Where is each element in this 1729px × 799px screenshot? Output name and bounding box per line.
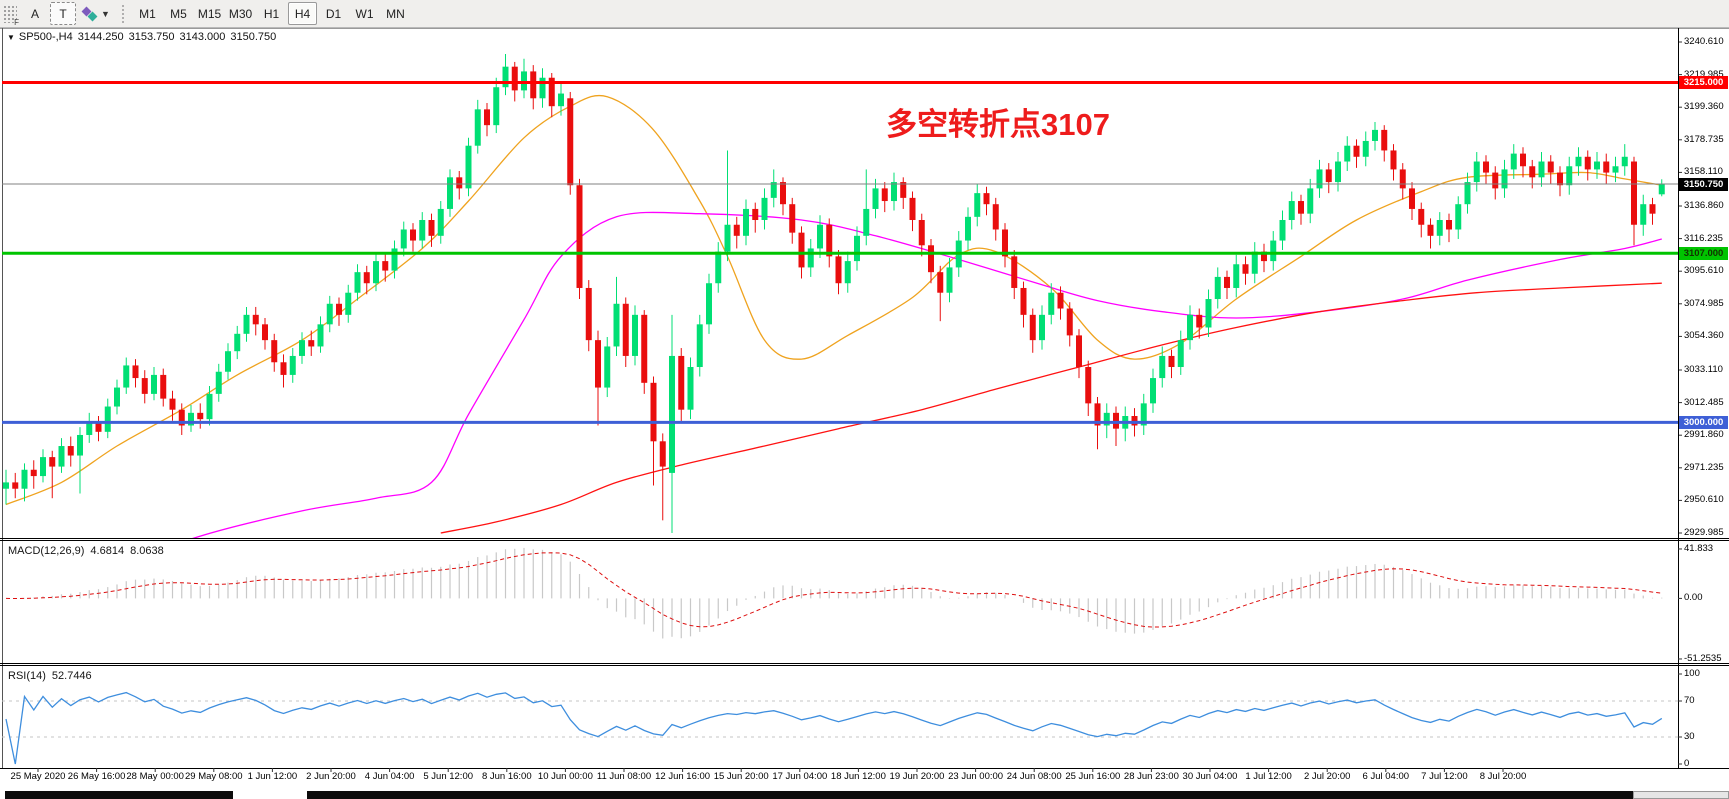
top-toolbar: F A T ▼ M1 M5 M15 M30 H1 H4 D1 W1 MN [0,0,1729,28]
ohlc-close: 3150.750 [230,31,277,43]
rsi-label: RSI(14) 52.7446 [8,670,92,682]
collapse-triangle-icon[interactable]: ▼ [7,33,15,42]
time-tick-label: 23 Jun 00:00 [948,771,1004,782]
price-tick-label: 2991.860 [1684,429,1724,441]
ma-slow-red [440,282,1662,534]
font-tool-button[interactable]: A [30,6,39,21]
time-tick-label: 25 May 2020 [10,771,66,782]
price-tick-label: 3219.985 [1684,68,1724,80]
price-tick-label: 3095.610 [1684,265,1724,277]
macd-axis-label: -51.2535 [1684,652,1722,664]
bottom-window-strip [307,791,1633,799]
time-tick-label: 7 Jul 12:00 [1421,771,1468,782]
chevron-down-icon: ▼ [101,8,110,19]
price-tick-label: 3178.735 [1684,133,1724,145]
level-price-tag: 3000.000 [1679,415,1728,429]
text-tool-button[interactable]: T [50,2,76,25]
timeframe-button-w1[interactable]: W1 [355,6,374,21]
price-tick-label: 2929.985 [1684,527,1724,538]
time-tick-label: 24 Jun 08:00 [1006,771,1062,782]
macd-label: MACD(12,26,9) 4.6814 8.0638 [8,545,164,557]
price-tick-label: 3240.610 [1684,36,1724,47]
time-tick-label: 6 Jul 04:00 [1362,771,1410,782]
chart-title: ▼ SP500-,H4 3144.250 3153.750 3143.000 3150.7… [7,31,281,43]
timeframe-button-d1[interactable]: D1 [325,6,342,21]
time-tick-label: 4 Jun 04:00 [364,771,415,782]
shapes-icon [81,6,98,22]
chart-annotation-text: 多空转折点3107 [886,107,1110,142]
timeframe-bar: M1 M5 M15 M30 H1 H4 D1 W1 MN [132,2,411,25]
price-tick-label: 2950.610 [1684,494,1724,506]
price-tick-label: 3158.110 [1684,166,1723,178]
current-price-tag: 3150.750 [1679,177,1728,191]
price-tick-label: 3136.860 [1684,199,1724,211]
time-tick-label: 18 Jun 12:00 [830,771,886,782]
level-price-tag: 3107.000 [1679,246,1728,260]
timeframe-button-h1[interactable]: H1 [263,6,280,21]
time-tick-label: 11 Jun 08:00 [596,771,652,782]
bottom-window-strip [1633,791,1729,799]
rsi-axis-label: 100 [1684,668,1700,679]
ohlc-low: 3143.000 [179,31,226,43]
time-tick-label: 10 Jun 00:00 [537,771,593,782]
time-tick-label: 2 Jul 20:00 [1303,771,1351,782]
bottom-window-strip [5,791,233,799]
time-tick-label: 29 May 08:00 [185,771,243,782]
level-price-tag: 3215.000 [1679,75,1728,89]
time-tick-label: 8 Jul 20:00 [1479,771,1527,782]
rsi-line [5,691,1663,765]
timeframe-button-m30[interactable]: M30 [228,6,253,21]
time-tick-label: 8 Jun 16:00 [481,771,532,782]
price-tick-label: 3116.235 [1684,232,1723,244]
objects-tool-button[interactable]: ▼ [78,2,114,25]
toolbar-separator [121,3,126,24]
time-tick-label: 28 Jun 23:00 [1123,771,1179,782]
ma-fast-orange [5,94,1662,506]
rsi-axis-label: 0 [1684,758,1690,769]
time-tick-label: 19 Jun 20:00 [889,771,945,782]
time-tick-label: 1 Jul 12:00 [1245,771,1292,782]
timeframe-button-mn[interactable]: MN [386,6,405,21]
time-tick-label: 28 May 00:00 [126,771,184,782]
macd-signal-line [5,552,1662,628]
time-tick-label: 26 May 16:00 [67,771,126,782]
timeframe-button-m5[interactable]: M5 [170,6,187,21]
rsi-axis-label: 30 [1684,731,1695,742]
timeframe-button-h4[interactable]: H4 [288,2,317,25]
timeframe-button-m1[interactable]: M1 [139,6,156,21]
symbol-period: SP500-,H4 [18,31,73,43]
price-tick-label: 2971.235 [1684,461,1724,473]
macd-axis-label: 41.833 [1684,542,1714,554]
price-tick-label: 3012.485 [1684,396,1724,408]
timeframe-button-m15[interactable]: M15 [197,6,222,21]
time-tick-label: 2 Jun 20:00 [306,771,356,782]
time-tick-label: 15 Jun 20:00 [713,771,769,782]
price-tick-label: 3074.985 [1684,297,1724,309]
time-tick-label: 30 Jun 04:00 [1182,771,1238,782]
ohlc-open: 3144.250 [77,31,124,43]
time-tick-label: 17 Jun 04:00 [772,771,828,782]
toolbar-handle-icon[interactable]: F [3,4,19,27]
price-tick-label: 3199.360 [1684,101,1724,113]
time-tick-label: 5 Jun 12:00 [423,771,474,782]
time-tick-label: 25 Jun 16:00 [1065,771,1121,782]
time-tick-label: 1 Jun 12:00 [247,771,298,782]
rsi-axis-label: 70 [1684,695,1695,706]
price-tick-label: 3054.360 [1684,330,1724,342]
price-tick-label: 3033.110 [1684,363,1723,375]
macd-axis-label: 0.00 [1684,592,1703,604]
time-tick-label: 12 Jun 16:00 [655,771,711,782]
ohlc-high: 3153.750 [128,31,175,43]
